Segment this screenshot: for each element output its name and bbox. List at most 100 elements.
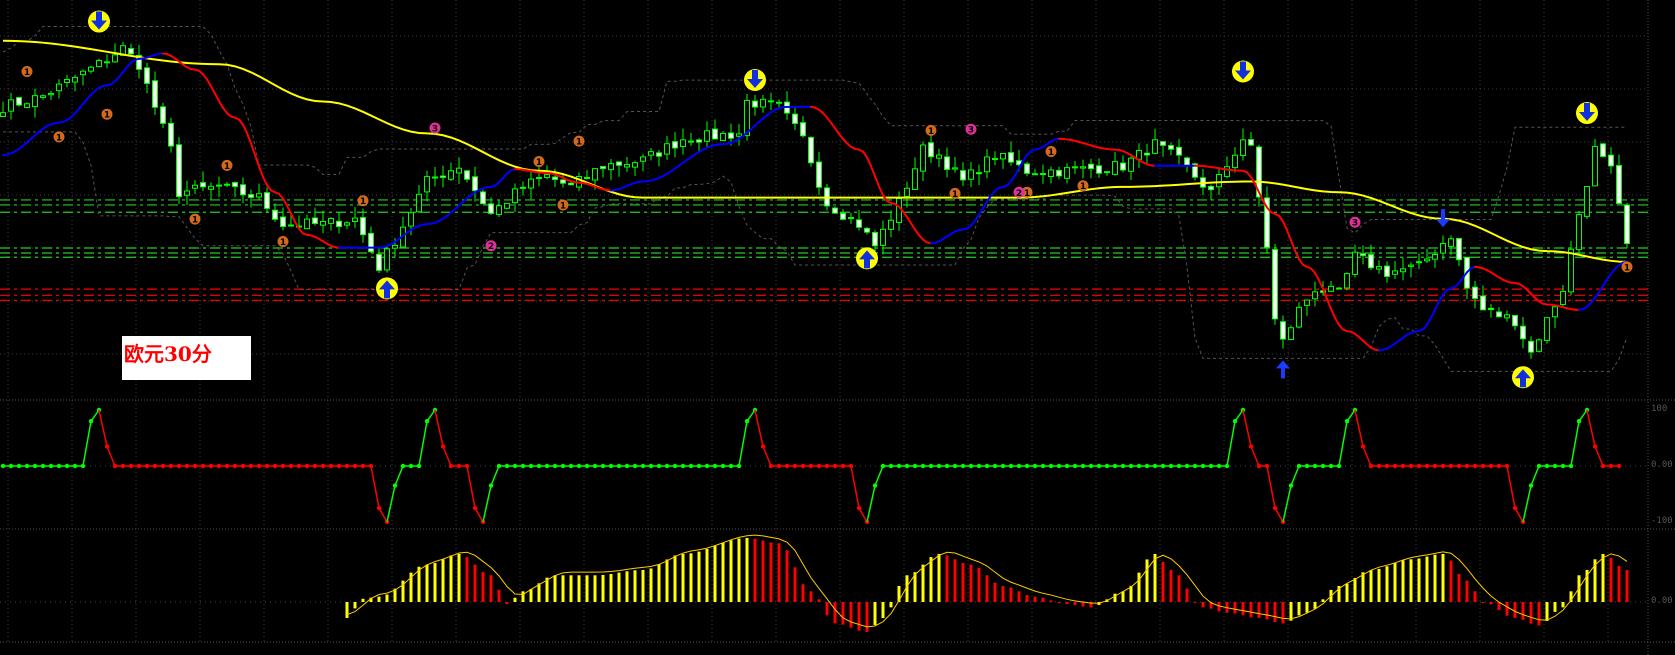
histogram-bar xyxy=(1385,566,1389,602)
histogram-bar xyxy=(1265,602,1269,620)
histogram-bar xyxy=(1401,560,1405,602)
fast-ma-segment xyxy=(222,106,228,115)
fast-ma-segment xyxy=(298,227,304,235)
candle xyxy=(1144,143,1150,166)
orange-signal-marker: 1 xyxy=(101,108,113,121)
candle-body xyxy=(768,100,774,103)
candle xyxy=(1456,237,1462,267)
histogram-bar xyxy=(1249,602,1253,618)
histogram-bar xyxy=(377,596,381,602)
histogram-bar xyxy=(553,575,557,602)
candle-body xyxy=(128,48,134,55)
candle xyxy=(1568,241,1574,296)
orange-signal-marker: 1 xyxy=(1045,145,1057,158)
fast-ma-segment xyxy=(254,153,260,168)
fast-ma-segment xyxy=(866,156,872,168)
orange-signal-marker-dot xyxy=(925,124,937,136)
fast-ma-segment xyxy=(970,219,976,227)
histogram-bar xyxy=(1561,602,1565,608)
orange-signal-marker-text: 1 xyxy=(360,197,366,207)
histogram-bar xyxy=(1121,591,1125,602)
blue-down-arrow-icon xyxy=(1436,209,1450,228)
candle xyxy=(264,187,270,213)
candle-body xyxy=(1032,173,1038,176)
indicator1-segment xyxy=(418,421,428,467)
candle-body xyxy=(1144,152,1150,156)
histogram-bar xyxy=(1553,602,1557,612)
histogram-bar xyxy=(1433,554,1437,602)
candle-body xyxy=(48,93,54,96)
fast-ma-segment xyxy=(1330,307,1336,319)
orange-signal-marker: 1 xyxy=(925,124,937,137)
candle xyxy=(1616,154,1622,205)
candle xyxy=(752,94,758,116)
candle xyxy=(808,136,814,167)
fast-ma-segment xyxy=(118,71,124,79)
candle xyxy=(1368,244,1374,270)
candle xyxy=(848,212,854,224)
histogram-bar xyxy=(777,543,781,602)
candle-body xyxy=(1400,268,1406,273)
candle-body xyxy=(960,170,966,181)
candle-body xyxy=(864,227,870,233)
orange-signal-marker-dot xyxy=(101,108,113,120)
candle-body xyxy=(632,162,638,168)
upper-band-line xyxy=(2,25,1627,234)
indicator1-segment xyxy=(442,446,452,467)
candle-body xyxy=(1576,214,1582,251)
candle xyxy=(1472,280,1478,309)
candle xyxy=(1488,304,1494,318)
histogram-bar xyxy=(937,553,941,602)
candle xyxy=(1576,211,1582,255)
candle-body xyxy=(1432,253,1438,260)
orange-signal-marker-text: 1 xyxy=(24,68,30,78)
histogram-bar xyxy=(1497,602,1501,611)
histogram-bar xyxy=(1513,602,1517,619)
candle xyxy=(128,43,134,55)
candle-body xyxy=(424,176,430,193)
candle-body xyxy=(168,122,174,147)
indicator1-segment xyxy=(1242,409,1252,447)
histogram-bar xyxy=(481,572,485,602)
buy-arrow-icon xyxy=(376,277,398,300)
histogram-bar xyxy=(1065,602,1069,605)
sell-arrow-icon xyxy=(1576,102,1598,125)
candle xyxy=(288,214,294,227)
candle xyxy=(88,65,94,74)
candle xyxy=(992,151,998,166)
candle xyxy=(480,189,486,205)
fast-ma-segment xyxy=(1442,288,1448,296)
candle xyxy=(368,226,374,253)
histogram-bar xyxy=(993,582,997,602)
candle-body xyxy=(1080,166,1086,169)
indicator1-segment xyxy=(1234,409,1244,422)
fast-ma-segment xyxy=(1018,160,1024,170)
histogram-bar xyxy=(1185,588,1189,602)
indicator1-segment xyxy=(1274,507,1284,523)
candle xyxy=(1096,158,1102,178)
magenta-signal-marker-dot xyxy=(1349,216,1361,228)
candle xyxy=(1624,203,1630,248)
histogram-bar xyxy=(657,564,661,602)
candle xyxy=(952,156,958,173)
histogram-bar xyxy=(1361,572,1365,602)
candle-body xyxy=(472,176,478,192)
candle xyxy=(200,171,206,191)
histogram-bar xyxy=(489,575,493,602)
histogram-bar xyxy=(689,553,693,602)
candle-body xyxy=(144,67,150,84)
candle-body xyxy=(504,202,510,209)
candle-body xyxy=(1024,163,1030,174)
slow-moving-average-line xyxy=(2,39,1628,263)
histogram-bar xyxy=(1289,602,1293,621)
indicator1-point xyxy=(1616,463,1622,469)
candle-body xyxy=(336,220,342,228)
orange-signal-marker-text: 1 xyxy=(1048,148,1054,158)
candle-body xyxy=(1600,143,1606,157)
candle xyxy=(1432,249,1438,269)
fast-ma-segment xyxy=(910,222,916,231)
orange-signal-marker: 1 xyxy=(533,155,545,168)
candle xyxy=(448,162,454,182)
candle-body xyxy=(880,228,886,246)
